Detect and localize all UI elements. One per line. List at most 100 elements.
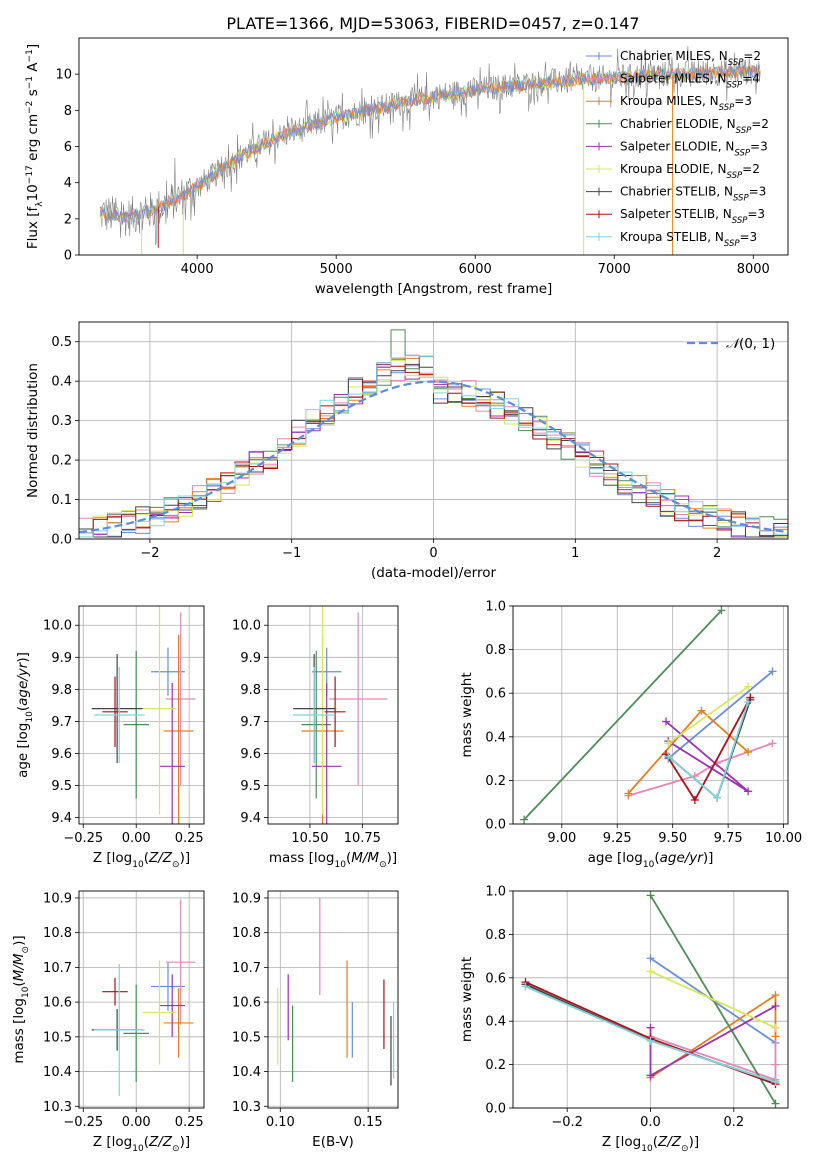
y-axis-label-part: λ — [35, 201, 45, 207]
plot-area — [91, 606, 196, 824]
weight-marker — [646, 891, 655, 900]
weight-line — [650, 1027, 777, 1082]
x-tick-label: 1 — [571, 546, 579, 561]
y-axis-label: mass [log10(M/M⊙)] — [11, 935, 31, 1063]
x-axis-label: (data-model)/error — [371, 565, 497, 581]
y-tick-label: 10.4 — [232, 1065, 261, 1080]
y-axis-label-part: 10 — [25, 184, 41, 201]
x-axis-label-part: Z [log — [93, 850, 132, 866]
weight-marker — [646, 1036, 655, 1045]
legend-num: =3 — [749, 185, 767, 199]
weight-marker — [717, 606, 726, 615]
x-axis-label-part: wavelength [Angstrom, rest frame] — [315, 281, 553, 297]
legend-entry-chabrier_elodie: Chabrier ELODIE, NSSP=2 — [586, 117, 769, 136]
legend-num: =4 — [742, 72, 760, 86]
y-tick-label: 0 — [64, 249, 72, 264]
age_vs_mass-panel: 10.50 10.75 9.4 9.5 9.6 9.7 9.8 9.9 10.0 mass [lo… — [232, 605, 399, 870]
y-axis-label-part: s — [25, 89, 41, 100]
weight-marker — [771, 1032, 780, 1041]
y-axis-label-part: Normed distribution — [25, 363, 41, 498]
y-tick-label: 10.7 — [43, 961, 72, 976]
y-tick-label: 0.4 — [485, 1015, 506, 1030]
x-axis-label-part: age/yr — [660, 850, 705, 866]
x-tick-label: 0.2 — [723, 1115, 744, 1130]
legend-num: =3 — [734, 94, 752, 108]
weight-line — [523, 609, 723, 821]
legend-sub: SSP — [732, 216, 748, 226]
y-axis-label-part: ] — [25, 44, 41, 49]
errorbar-chabrier_miles — [151, 647, 185, 696]
mass_vs_ebv-panel: 0.10 0.15 10.3 10.4 10.5 10.6 10.7 10.8 10.9 E(B-… — [232, 890, 399, 1150]
axes: 0.10 0.15 10.3 10.4 10.5 10.6 10.7 10.8 10.9 E(B-… — [232, 890, 399, 1150]
y-axis-label-part: M/M — [11, 953, 27, 981]
legend-num: =2 — [743, 49, 761, 63]
y-tick-label: 9.8 — [240, 683, 261, 698]
x-axis-label-part: Z/Z — [148, 850, 173, 866]
weight-marker — [744, 787, 753, 796]
x-axis-label-part: ⊙ — [379, 860, 387, 870]
errorbar-salpeter_miles — [165, 899, 196, 1025]
x-axis-label-part: ( — [346, 850, 351, 866]
x-axis-label-part: 10 — [641, 1144, 653, 1154]
y-tick-label: 6 — [64, 140, 72, 155]
weight-series-kroupa_miles — [624, 706, 753, 798]
legend-gauss-args: (0, 1) — [739, 336, 775, 352]
x-tick-label: 4000 — [181, 262, 214, 277]
legend-num: =3 — [740, 230, 758, 244]
x-tick-label: −0.2 — [551, 1115, 583, 1130]
weight-marker — [768, 667, 777, 676]
y-tick-label: 10.6 — [43, 996, 72, 1011]
y-tick-label: 10.8 — [43, 926, 72, 941]
axes: 10.50 10.75 9.4 9.5 9.6 9.7 9.8 9.9 10.0 mass [lo… — [232, 605, 399, 870]
weight-marker — [771, 1077, 780, 1086]
x-tick-label: 7000 — [598, 262, 631, 277]
axes-frame — [78, 37, 789, 256]
y-axis-label-part: age [log — [15, 723, 31, 778]
y-tick-label: 4 — [64, 176, 72, 191]
legend-num: =3 — [747, 207, 765, 221]
errorbar-salpeter_stelib — [324, 676, 346, 748]
x-tick-label: −0.25 — [63, 1115, 103, 1130]
plot-area — [91, 899, 196, 1096]
errorbar-salpeter_elodie — [159, 682, 185, 824]
x-tick-label: 0 — [429, 546, 437, 561]
y-tick-label: 8 — [64, 104, 72, 119]
y-tick-label: 9.5 — [240, 779, 261, 794]
plot-area — [293, 606, 388, 824]
histogram-step-kroupa_stelib — [79, 355, 788, 538]
y-tick-label: 0.6 — [485, 687, 506, 702]
y-axis-label-part: mass [log — [11, 998, 27, 1064]
y-axis-label-part: )] — [11, 935, 27, 946]
legend-text: Salpeter STELIB, N — [620, 207, 732, 221]
y-axis-label-part: ( — [11, 981, 27, 986]
y-tick-label: 0.8 — [485, 928, 506, 943]
legend-num: =2 — [751, 117, 769, 131]
age_vs_Z-panel: −0.25 0.00 0.25 9.4 9.5 9.6 9.7 9.8 9.9 10.0 Z [lo… — [15, 605, 205, 870]
x-axis-label-part: ( — [654, 850, 659, 866]
weight-marker — [713, 793, 722, 802]
weight-marker — [664, 752, 673, 761]
y-tick-label: 9.5 — [51, 779, 72, 794]
y-axis-label: age [log10(age/yr)] — [15, 652, 35, 778]
legend-sub: SSP — [728, 58, 744, 68]
errorbar-chabrier_elodie — [123, 650, 149, 799]
weight-series-kroupa_elodie — [664, 682, 753, 748]
legend-num: =2 — [742, 162, 760, 176]
x-axis-label-part: ( — [144, 850, 149, 866]
legend-sub: SSP — [727, 81, 743, 91]
x-tick-label: 0.15 — [354, 1115, 383, 1130]
y-tick-label: 0.2 — [51, 454, 72, 469]
y-axis-label: Flux [fλ10−17 erg cm−2 s−1 A−1] — [25, 44, 45, 249]
weight-marker — [646, 1023, 655, 1032]
x-tick-label: 0.25 — [175, 831, 204, 846]
y-tick-label: 0.3 — [51, 414, 72, 429]
x-axis-label-part: 10 — [132, 1144, 144, 1154]
legend-label: Salpeter STELIB, NSSP=3 — [620, 207, 765, 226]
weight-marker — [771, 991, 780, 1000]
x-axis-label-part: ⊙ — [172, 860, 180, 870]
x-axis-label: E(B-V) — [312, 1134, 354, 1150]
residual_histogram-panel: −2 −1 0 1 2 0.0 0.1 0.2 0.3 0.4 0.5 𝒩(0, 1) (data-mo… — [25, 321, 789, 581]
weight-line — [667, 670, 774, 760]
